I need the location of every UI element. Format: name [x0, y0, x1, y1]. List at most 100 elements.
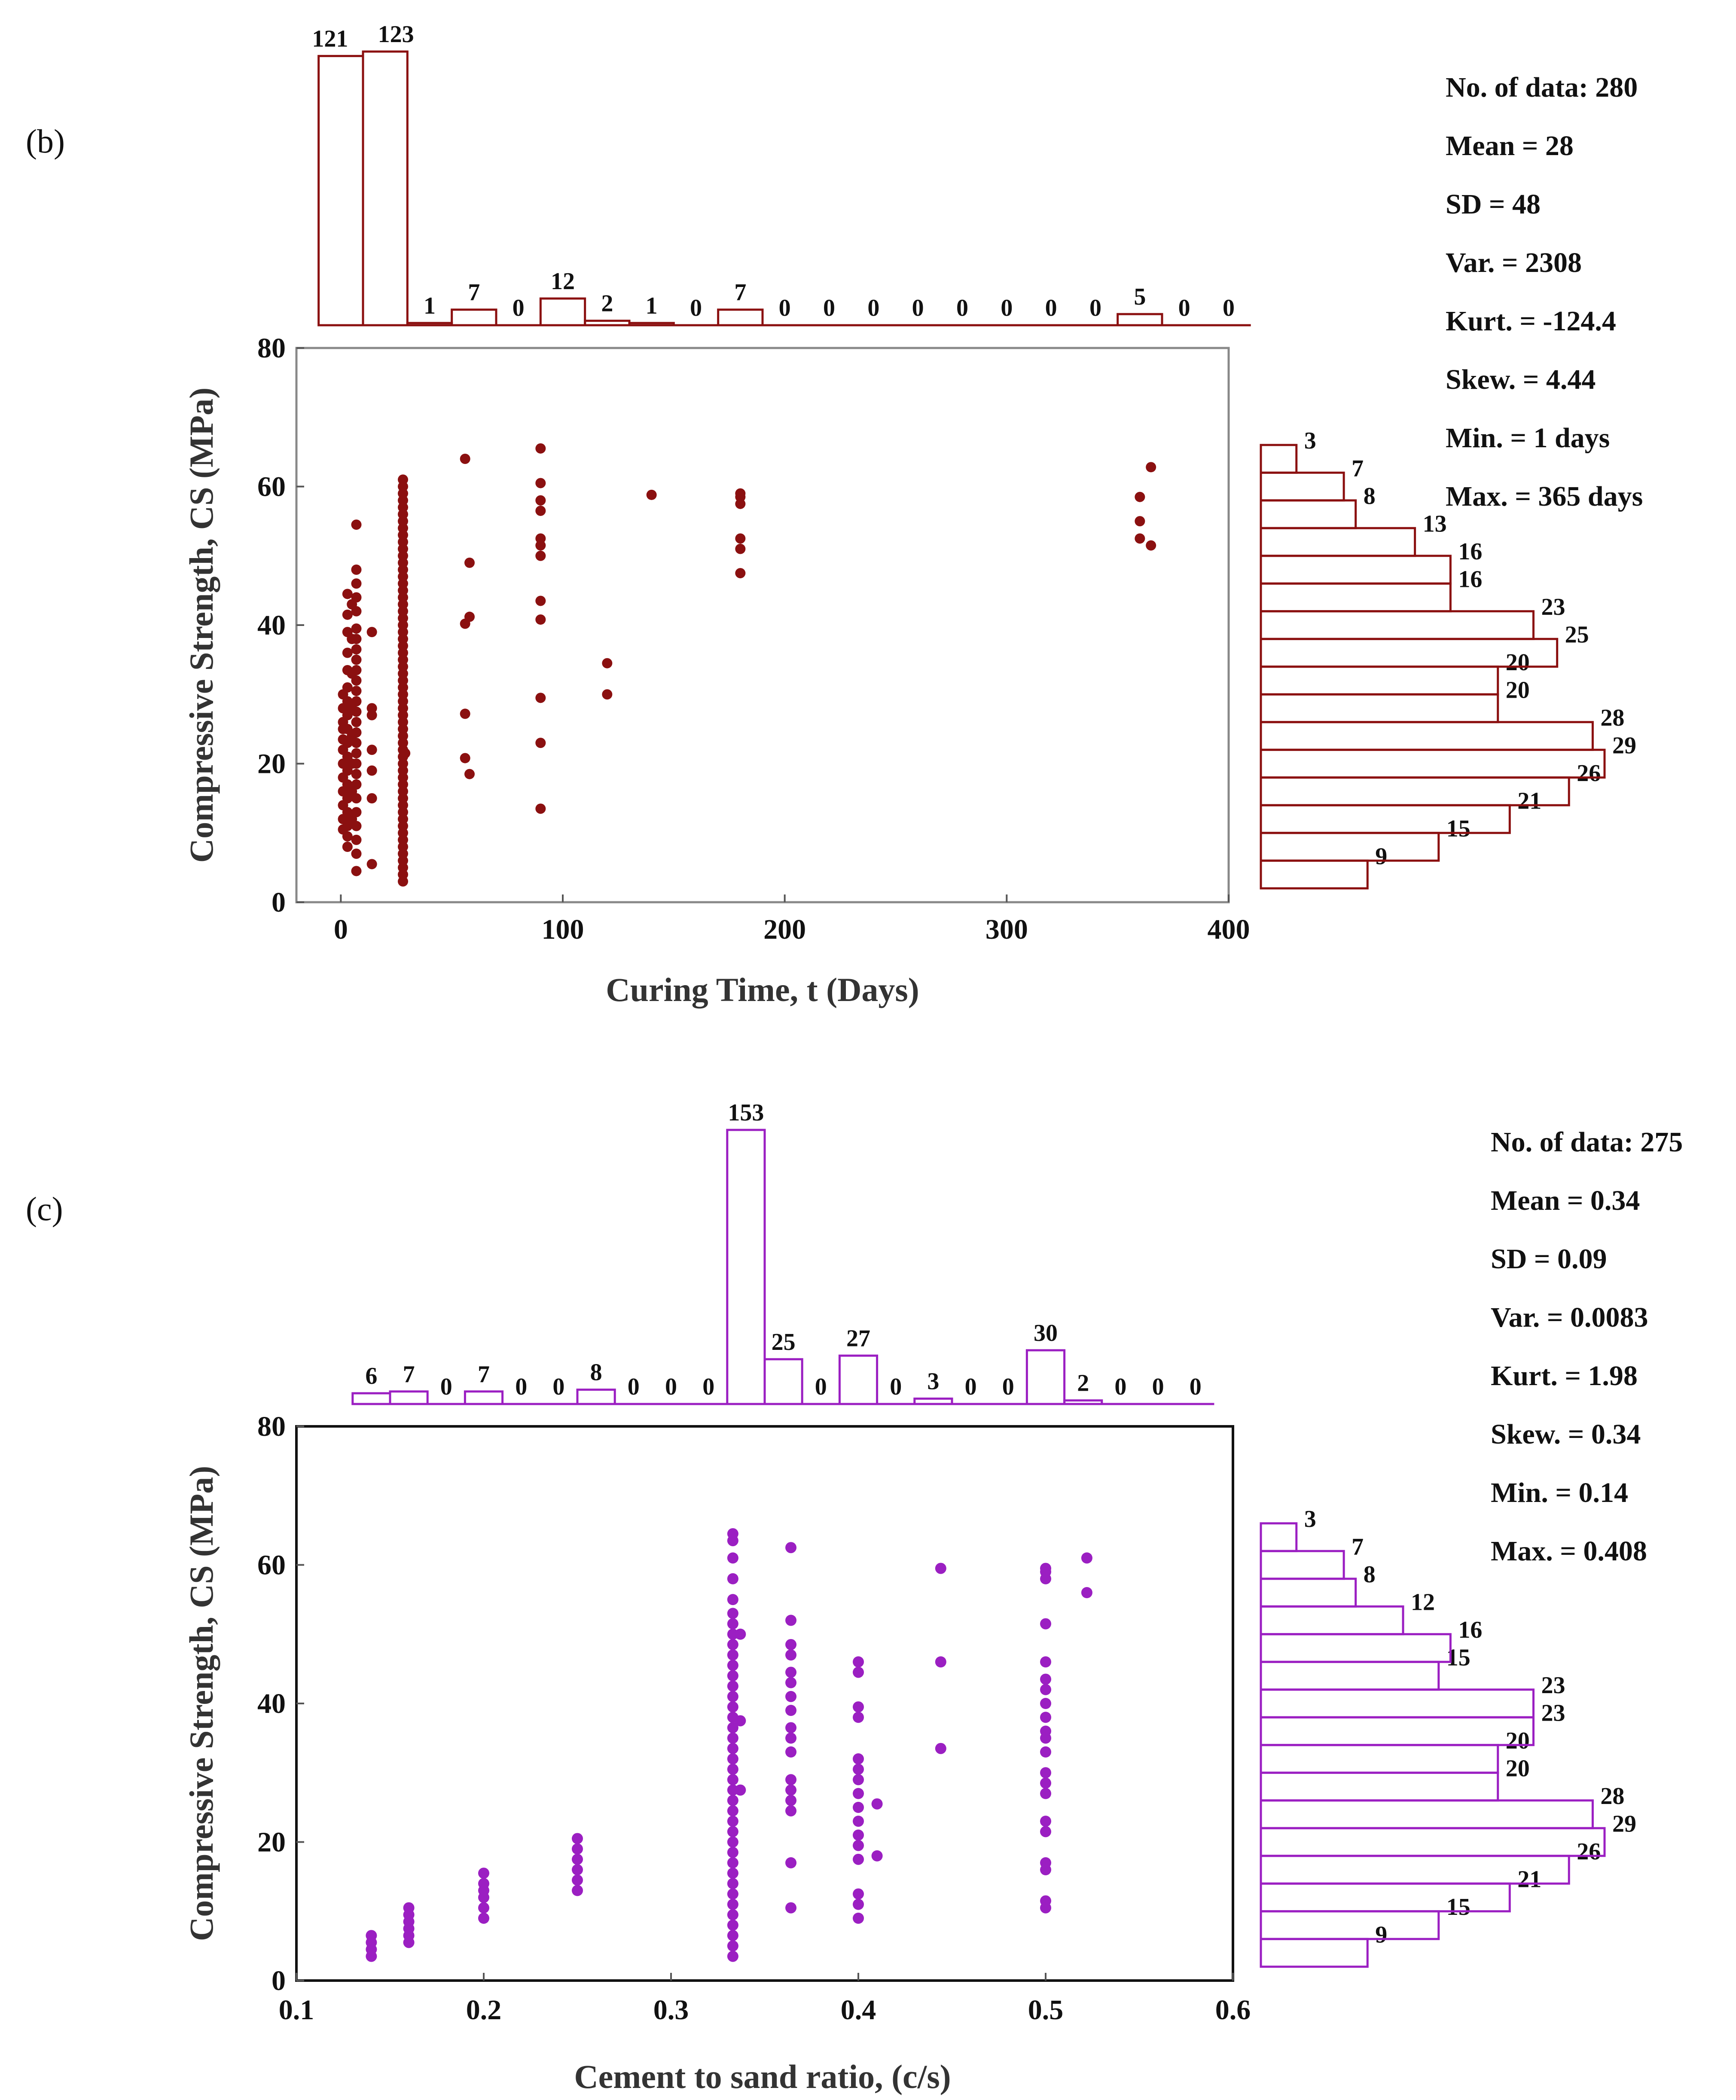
y-hist-bar	[1260, 555, 1452, 585]
y-hist-count: 7	[1352, 1533, 1364, 1560]
x-hist-count: 2	[601, 290, 613, 317]
x-hist-count: 0	[702, 1374, 714, 1400]
y-hist-count: 9	[1375, 1921, 1387, 1948]
x-hist-count: 0	[1223, 295, 1235, 321]
y-hist-count: 23	[1541, 1700, 1565, 1726]
panel-c-stats: No. of data: 275 Mean = 0.34 SD = 0.09 Var.…	[1491, 1126, 1683, 1567]
scatter-point	[1040, 1698, 1051, 1709]
y-tick-label: 60	[257, 1550, 286, 1581]
scatter-point	[785, 1732, 797, 1744]
scatter-point	[785, 1677, 797, 1688]
x-hist-count: 0	[1190, 1374, 1202, 1400]
x-hist-bar	[1063, 1399, 1103, 1405]
scatter-point	[727, 1743, 738, 1754]
scatter-point	[727, 1753, 738, 1764]
scatter-point	[366, 745, 377, 755]
scatter-point	[351, 793, 362, 804]
x-hist-count: 27	[846, 1325, 870, 1352]
scatter-point	[1040, 1618, 1051, 1630]
scatter-point	[478, 1868, 489, 1879]
scatter-point	[727, 1732, 738, 1744]
scatter-point	[1081, 1587, 1092, 1598]
scatter-point	[351, 779, 362, 790]
y-hist-bar	[1260, 444, 1298, 474]
x-hist-count: 5	[1134, 284, 1146, 310]
y-tick-label: 40	[257, 610, 286, 641]
x-hist-bar	[351, 1392, 391, 1405]
scatter-point	[351, 606, 362, 617]
scatter-point	[785, 1774, 797, 1786]
x-hist-count: 0	[912, 295, 924, 321]
y-hist-count: 3	[1304, 1506, 1316, 1532]
x-hist-count: 0	[513, 295, 525, 321]
x-hist-count: 25	[772, 1329, 796, 1355]
scatter-point	[853, 1853, 864, 1865]
panel-b-y-axis-title: Compressive Strength, CS (MPa)	[183, 388, 220, 863]
y-tick-label: 20	[257, 1827, 286, 1858]
y-hist-bar	[1260, 1744, 1499, 1774]
scatter-point	[785, 1649, 797, 1661]
scatter-point	[727, 1528, 738, 1539]
scatter-point	[785, 1639, 797, 1650]
panel-c-cement-sand: (c) No. of data: 275 Mean = 0.34 SD = 0.09…	[26, 1099, 1683, 2095]
scatter-point	[351, 675, 362, 686]
scatter-point	[342, 682, 353, 693]
scatter-point	[398, 474, 408, 485]
stat-line: Skew. = 0.34	[1491, 1419, 1641, 1450]
panel-c-x-axis-title: Cement to sand ratio, (c/s)	[574, 2058, 951, 2095]
scatter-point	[727, 1930, 738, 1941]
y-hist-bar	[1260, 1910, 1440, 1940]
x-tick-label: 0.3	[653, 1994, 689, 2026]
scatter-point	[351, 654, 362, 665]
scatter-point	[351, 769, 362, 779]
scatter-point	[727, 1691, 738, 1702]
y-tick-label: 60	[257, 471, 286, 503]
scatter-point	[727, 1940, 738, 1952]
scatter-point	[602, 689, 613, 700]
scatter-point	[727, 1552, 738, 1564]
scatter-point	[853, 1888, 864, 1900]
scatter-point	[1135, 533, 1145, 544]
x-hist-count: 7	[403, 1361, 415, 1388]
scatter-point	[1040, 1673, 1051, 1685]
x-hist-count: 8	[590, 1359, 602, 1386]
x-hist-count: 7	[734, 279, 746, 306]
x-hist-count: 0	[665, 1374, 677, 1400]
x-hist-bar	[451, 308, 497, 327]
scatter-point	[351, 519, 362, 530]
scatter-point	[853, 1829, 864, 1841]
y-hist-bar	[1260, 610, 1535, 640]
scatter-point	[572, 1843, 583, 1855]
scatter-point	[853, 1912, 864, 1924]
y-hist-count: 28	[1600, 1783, 1624, 1810]
x-hist-count: 30	[1034, 1320, 1058, 1346]
scatter-point	[727, 1764, 738, 1775]
x-hist-bar	[389, 1390, 429, 1405]
y-hist-bar	[1260, 527, 1416, 557]
x-hist-bar	[1117, 313, 1163, 327]
scatter-point	[342, 589, 353, 599]
y-hist-count: 26	[1577, 1838, 1601, 1865]
scatter-point	[400, 748, 411, 759]
x-hist-bar	[539, 297, 586, 327]
scatter-point	[785, 1722, 797, 1734]
x-hist-count: 12	[551, 268, 575, 295]
scatter-point	[1040, 1777, 1051, 1789]
stat-line: Max. = 365 days	[1446, 481, 1643, 512]
x-tick-label: 0.5	[1028, 1994, 1064, 2026]
x-hist-bar	[1025, 1349, 1066, 1405]
y-hist-bar	[1260, 1550, 1345, 1580]
x-hist-count: 2	[1077, 1370, 1089, 1397]
scatter-point	[785, 1784, 797, 1796]
scatter-point	[351, 834, 362, 845]
y-hist-bar	[1260, 721, 1594, 751]
y-hist-count: 23	[1541, 1672, 1565, 1699]
stat-line: Var. = 0.0083	[1491, 1302, 1648, 1333]
scatter-point	[366, 627, 377, 638]
x-tick-label: 0.6	[1215, 1994, 1251, 2026]
x-tick-label: 400	[1208, 914, 1250, 945]
scatter-point	[351, 634, 362, 644]
scatter-point	[785, 1615, 797, 1626]
y-hist-bar	[1260, 665, 1499, 696]
